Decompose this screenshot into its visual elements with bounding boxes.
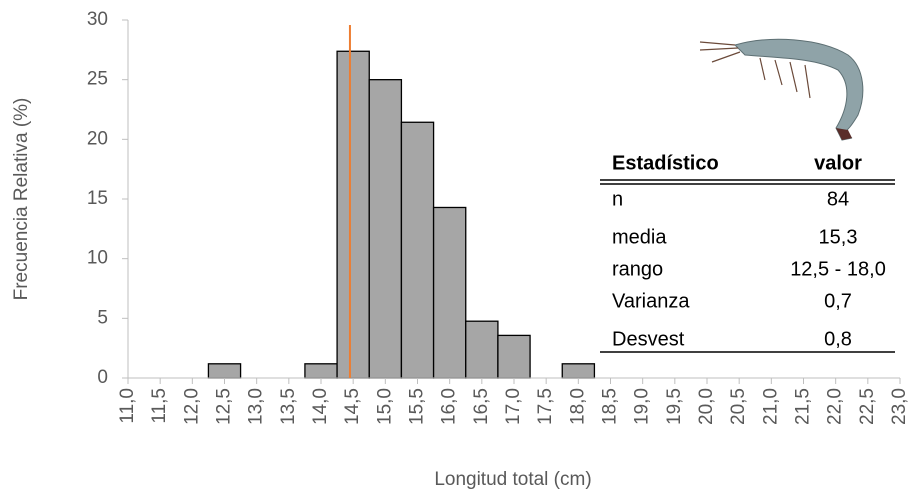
table-cell: 12,5 - 18,0 — [790, 258, 886, 280]
y-tick-label: 15 — [87, 188, 108, 209]
y-tick-label: 30 — [87, 9, 108, 30]
x-tick-label: 20,5 — [728, 388, 749, 425]
x-tick-label: 12,0 — [181, 388, 202, 425]
table-cell: 15,3 — [819, 226, 858, 248]
x-tick-label: 13,5 — [278, 388, 299, 425]
table-cell: rango — [612, 258, 663, 280]
y-tick-label: 10 — [87, 248, 108, 269]
x-tick-label: 11,5 — [149, 388, 170, 424]
x-tick-label: 21,5 — [793, 388, 814, 425]
bar — [497, 334, 531, 379]
x-tick-label: 19,0 — [632, 388, 653, 425]
x-tick-label: 15,5 — [407, 388, 428, 425]
x-tick-label: 18,0 — [567, 388, 588, 425]
x-tick-label: 14,5 — [342, 388, 363, 425]
y-tick-label: 25 — [87, 69, 108, 90]
bar — [432, 206, 467, 379]
y-tick-label: 5 — [97, 307, 108, 328]
bar — [207, 363, 242, 379]
table-cell: 84 — [827, 188, 849, 210]
table-header: valor — [814, 152, 862, 174]
x-tick-label: 19,5 — [664, 388, 685, 425]
bar — [465, 320, 499, 379]
x-tick-label: 17,0 — [503, 388, 524, 425]
table-cell: media — [612, 226, 667, 248]
bar — [561, 363, 596, 379]
bar — [368, 79, 403, 379]
x-tick-label: 14,0 — [310, 388, 331, 425]
table-cell: n — [612, 188, 623, 210]
y-tick-label: 20 — [87, 128, 108, 149]
table-header: Estadístico — [612, 152, 719, 174]
bar — [336, 50, 370, 379]
table-cell: 0,8 — [824, 328, 852, 350]
x-tick-label: 15,0 — [374, 388, 395, 425]
y-tick-label: 0 — [97, 367, 108, 388]
table-cell: 0,7 — [824, 290, 852, 312]
shrimp-image — [699, 38, 864, 141]
x-tick-label: 20,0 — [696, 388, 717, 425]
x-tick-label: 17,5 — [535, 388, 556, 425]
x-tick-label: 22,0 — [825, 388, 846, 425]
x-tick-label: 22,5 — [857, 388, 878, 425]
x-tick-label: 16,0 — [439, 388, 460, 425]
bar — [304, 363, 338, 379]
bar — [400, 121, 435, 379]
table-cell: Desvest — [612, 328, 685, 350]
x-tick-label: 23,0 — [889, 388, 910, 425]
x-tick-label: 16,5 — [471, 388, 492, 425]
x-tick-label: 13,0 — [246, 388, 267, 425]
x-axis-label: Longitud total (cm) — [434, 469, 591, 490]
x-tick-label: 18,5 — [600, 388, 621, 425]
x-tick-label: 12,5 — [214, 388, 235, 425]
stats-table: Estadístico valor — [600, 152, 895, 353]
table-cell: Varianza — [612, 290, 690, 312]
x-tick-label: 21,0 — [760, 388, 781, 425]
y-axis-label: Frecuencia Relativa (%) — [11, 98, 32, 301]
x-tick-label: 11,0 — [117, 388, 138, 424]
